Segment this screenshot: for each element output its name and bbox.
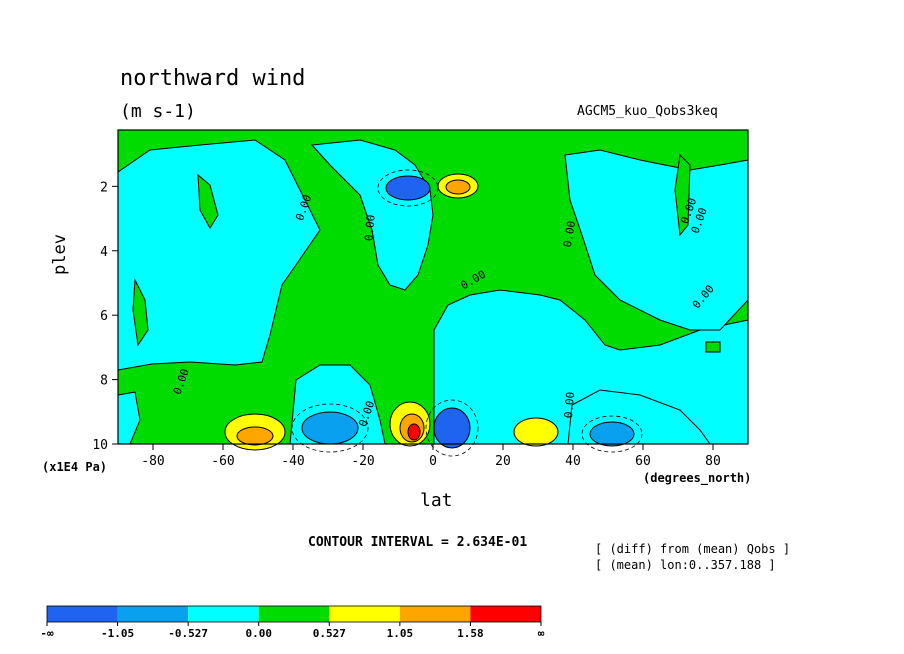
run-label: AGCM5_kuo_Qobs3keq xyxy=(577,104,718,119)
x-tick-label: 20 xyxy=(495,454,511,469)
colorbar-swatch xyxy=(399,606,471,622)
colorbar-swatch xyxy=(470,606,541,622)
colorbar: -∞ -1.05 -0.527 0.00 0.527 1.05 1.58 ∞ xyxy=(40,605,545,640)
y-axis-unit: (x1E4 Pa) xyxy=(42,460,108,474)
x-ticks: -80 -60 -40 -20 0 20 40 60 80 xyxy=(141,444,721,469)
colorbar-label: 0.527 xyxy=(313,627,346,640)
core-lightblue-sh xyxy=(301,411,359,445)
region-cyan-northern-upper xyxy=(564,149,749,331)
mean-note: [ (mean) lon:0..357.188 ] xyxy=(595,558,776,572)
y-tick-label: 10 xyxy=(92,438,108,453)
contour-label: 0.00 xyxy=(561,220,578,248)
colorbar-label: -0.527 xyxy=(168,627,208,640)
colorbar-label: -1.05 xyxy=(101,627,134,640)
core-blue-lower xyxy=(433,407,471,449)
x-tick-label: 0 xyxy=(429,454,437,469)
colorbar-swatch xyxy=(188,606,259,622)
x-axis-unit: (degrees_north) xyxy=(643,471,752,485)
colorbar-label: 1.05 xyxy=(387,627,414,640)
island-green-4 xyxy=(705,341,721,353)
x-tick-label: 60 xyxy=(635,454,651,469)
x-tick-label: 80 xyxy=(705,454,721,469)
colorbar-swatch xyxy=(117,606,189,622)
colorbar-label: ∞ xyxy=(538,627,545,640)
island-green-1 xyxy=(197,173,219,229)
core-red-eq xyxy=(407,423,421,441)
x-tick-label: -80 xyxy=(141,454,164,469)
chart-units: (m s-1) xyxy=(120,101,196,122)
contour-interval: CONTOUR INTERVAL = 2.634E-01 xyxy=(308,535,528,550)
contour-fills xyxy=(117,139,749,451)
colorbar-swatch xyxy=(329,606,400,622)
x-axis-label: lat xyxy=(420,490,453,511)
y-tick-label: 4 xyxy=(100,245,108,260)
diff-note: [ (diff) from (mean) Qobs ] xyxy=(595,542,791,556)
core-orange-upper xyxy=(445,179,471,195)
y-tick-label: 8 xyxy=(100,374,108,389)
region-cyan-lower-center xyxy=(433,289,749,445)
x-tick-label: -20 xyxy=(351,454,374,469)
colorbar-swatch xyxy=(47,606,118,622)
dashed-contours xyxy=(291,169,643,457)
y-tick-label: 6 xyxy=(100,309,108,324)
colorbar-label: 0.00 xyxy=(245,627,272,640)
colorbar-frame xyxy=(46,605,542,623)
region-cyan-southern xyxy=(117,139,321,371)
core-orange-sh xyxy=(236,426,274,446)
island-green-2 xyxy=(132,278,149,347)
colorbar-swatch xyxy=(258,606,330,622)
x-tick-label: 40 xyxy=(565,454,581,469)
x-tick-label: -60 xyxy=(211,454,234,469)
y-tick-label: 2 xyxy=(100,180,108,195)
core-blue-upper xyxy=(385,175,431,201)
core-lightblue-nh xyxy=(589,421,635,447)
colorbar-label: -∞ xyxy=(40,627,54,640)
contour-label: 0.00 xyxy=(362,214,377,242)
x-tick-label: -40 xyxy=(281,454,304,469)
core-yellow-nh xyxy=(513,417,559,447)
y-ticks: 2 4 6 8 10 xyxy=(92,180,118,453)
contour-label: 0.00 xyxy=(562,391,577,419)
island-green-3 xyxy=(674,153,691,237)
colorbar-label: 1.58 xyxy=(457,627,484,640)
chart-title: northward wind xyxy=(120,66,306,91)
